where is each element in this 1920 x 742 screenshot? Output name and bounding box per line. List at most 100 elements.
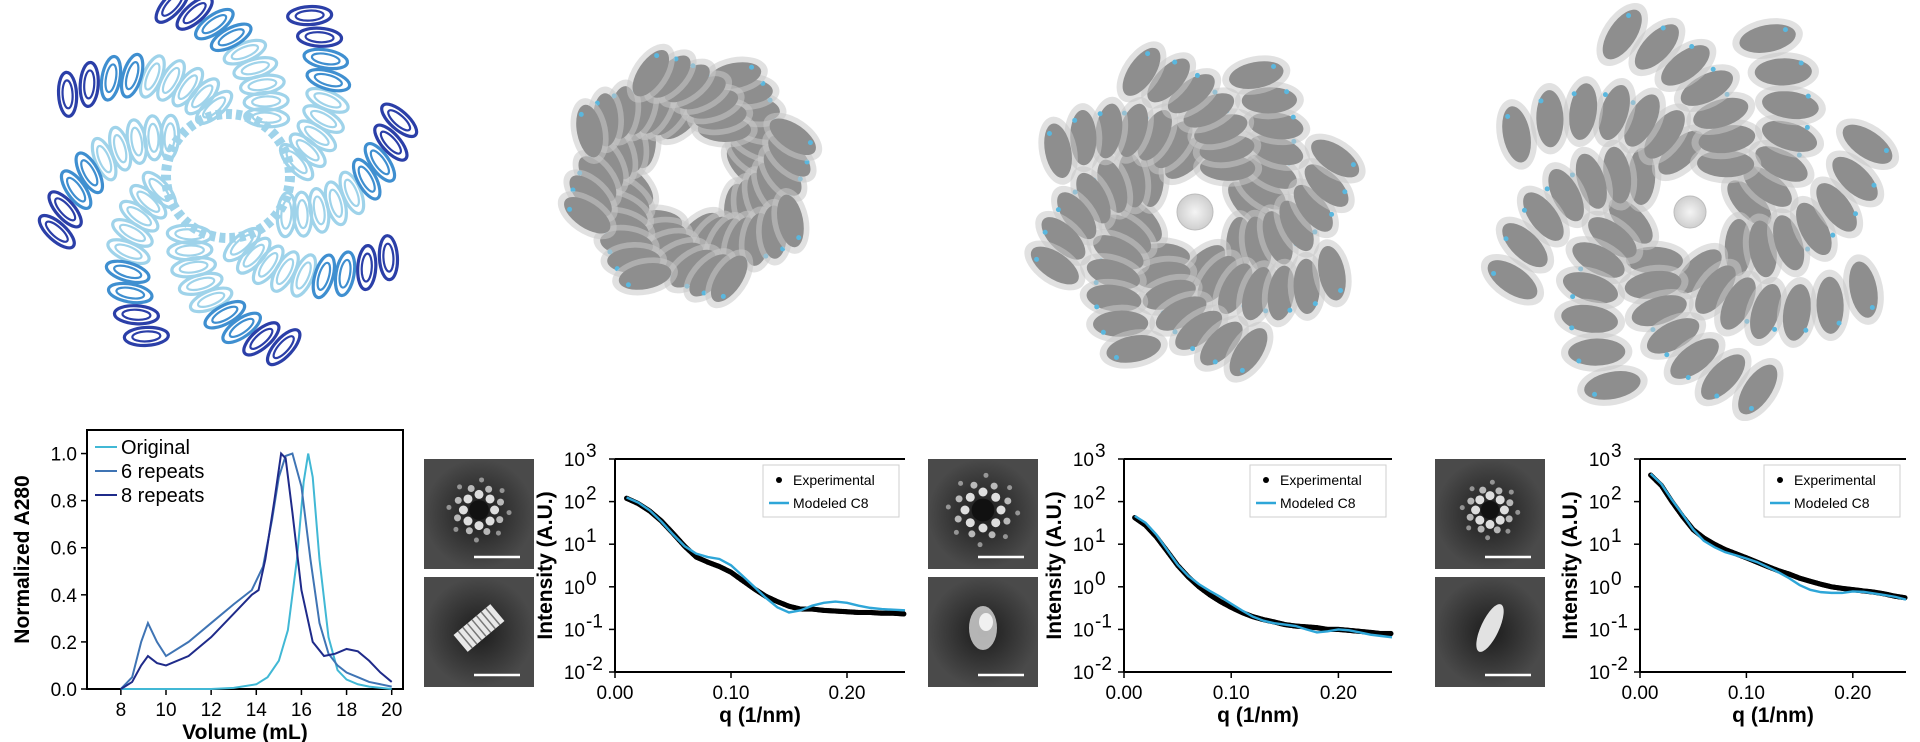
density-arm	[1496, 76, 1711, 182]
legend-label: Original	[121, 437, 190, 459]
y-tick-label: 10	[1073, 450, 1094, 471]
x-tick-label: 0.20	[1834, 683, 1871, 704]
y-tick-label: 0.2	[51, 633, 77, 654]
y-tick-exponent: 3	[1611, 441, 1622, 462]
ribbon-arm	[56, 52, 234, 126]
y-tick-exponent: 1	[586, 526, 597, 547]
x-tick-label: 0.00	[597, 683, 634, 704]
y-tick-label: 10	[564, 493, 585, 514]
legend-swatch	[776, 477, 782, 483]
y-tick-label: 0.0	[51, 680, 77, 701]
sec-chart: 8 10 12 14 16 18 20 0.0 0.2 0.4 0.6 0.8 1.0 Volume (m…	[11, 429, 404, 742]
y-tick-exponent: -1	[1611, 611, 1628, 632]
legend-label: Experimental	[793, 472, 875, 488]
y-tick-label: 10	[1589, 493, 1610, 514]
y-tick-label: 10	[564, 450, 585, 471]
y-tick-label: 10	[564, 535, 585, 556]
density-map-structure	[557, 43, 823, 309]
y-tick-label: 10	[1589, 620, 1610, 641]
legend-label: Modeled C8	[1794, 495, 1870, 511]
series-line	[120, 451, 393, 690]
y-tick-label: 10	[1073, 535, 1094, 556]
density-arm	[1024, 144, 1170, 291]
y-tick-label: 10	[1589, 578, 1610, 599]
ribbon-arm	[275, 102, 419, 239]
em-top-view	[1435, 459, 1545, 569]
x-tick-label: 18	[336, 700, 357, 721]
y-tick-label: 0.6	[51, 539, 77, 560]
y-tick-label: 10	[1073, 620, 1094, 641]
ribbon-arm	[165, 223, 302, 367]
y-tick-exponent: 1	[1095, 526, 1106, 547]
model-line	[1134, 514, 1393, 639]
x-axis-label: Volume (mL)	[182, 721, 308, 742]
x-tick-label: 0.00	[1622, 683, 1659, 704]
ribbon-arm	[222, 226, 400, 300]
legend-box	[1763, 464, 1901, 518]
y-axis-label: Normalized A280	[11, 475, 34, 643]
legend-label: Modeled C8	[1280, 495, 1356, 511]
y-tick-exponent: 2	[1611, 484, 1622, 505]
y-tick-exponent: 2	[586, 484, 597, 505]
y-tick-exponent: -1	[586, 611, 603, 632]
plot-frame	[86, 429, 404, 690]
density-arm	[626, 43, 758, 148]
y-tick-label: 10	[1589, 663, 1610, 684]
density-arm	[1221, 55, 1311, 232]
x-tick-label: 16	[291, 700, 312, 721]
y-tick-label: 10	[564, 620, 585, 641]
density-arm	[1480, 139, 1662, 306]
y-axis-label: Intensity (A.U.)	[1043, 491, 1066, 639]
y-tick-exponent: 0	[1095, 569, 1106, 590]
density-arm	[1596, 2, 1763, 184]
series-line	[120, 452, 392, 690]
x-tick-label: 0.20	[1320, 683, 1357, 704]
ribbon-arm	[278, 4, 352, 182]
em-side-view	[1435, 577, 1545, 687]
legend: Experimental Modeled C8	[762, 464, 900, 518]
x-tick-label: 12	[201, 700, 222, 721]
legend-label: Modeled C8	[793, 495, 869, 511]
data-point	[901, 611, 907, 617]
series-line	[120, 453, 392, 690]
y-tick-exponent: -1	[1095, 611, 1112, 632]
y-tick-exponent: -2	[1095, 654, 1112, 675]
y-tick-label: 10	[1589, 450, 1610, 471]
y-tick-label: 0.4	[51, 586, 78, 607]
x-tick-label: 0.10	[1213, 683, 1250, 704]
density-arm	[1617, 240, 1784, 422]
x-axis-label: q (1/nm)	[719, 704, 801, 727]
y-tick-exponent: 2	[1095, 484, 1106, 505]
experimental-points	[1132, 515, 1394, 637]
y-tick-exponent: 0	[1611, 569, 1622, 590]
legend-label: 6 repeats	[121, 461, 204, 483]
y-tick-label: 10	[1073, 663, 1094, 684]
legend-swatch	[1777, 477, 1783, 483]
y-axis-label: Intensity (A.U.)	[534, 491, 557, 639]
x-axis-label: q (1/nm)	[1217, 704, 1299, 727]
legend-box	[762, 464, 900, 518]
density-arm	[1127, 237, 1274, 383]
density-map-structure	[1480, 2, 1900, 422]
density-arm	[1718, 118, 1900, 285]
legend-label: Experimental	[1794, 472, 1876, 488]
y-tick-label: 1.0	[51, 445, 77, 466]
x-tick-label: 14	[246, 700, 268, 721]
y-tick-exponent: 3	[586, 441, 597, 462]
x-axis-label: q (1/nm)	[1732, 704, 1814, 727]
em-side-view	[424, 577, 534, 687]
legend-swatch	[1263, 477, 1269, 483]
model-line	[1649, 472, 1907, 601]
y-tick-exponent: 3	[1095, 441, 1106, 462]
structure-renderings	[37, 0, 1900, 422]
ribbon-structure	[37, 0, 419, 367]
y-tick-label: 10	[1589, 535, 1610, 556]
y-tick-exponent: 0	[586, 569, 597, 590]
x-tick-label: 0.00	[1106, 683, 1143, 704]
ribbon-arm	[37, 113, 181, 250]
